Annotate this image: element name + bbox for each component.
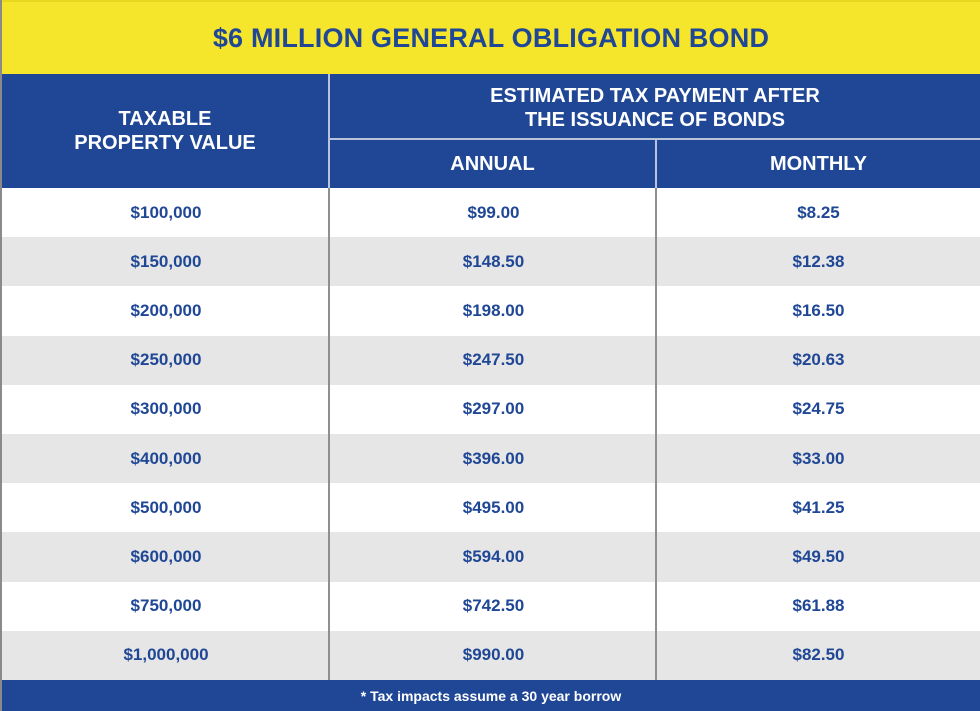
cell-property-value: $400,000	[130, 448, 202, 468]
cell-property-value: $600,000	[130, 546, 202, 566]
header-monthly: MONTHLY	[657, 140, 980, 188]
header-property-line2: PROPERTY VALUE	[74, 132, 256, 154]
cell-annual: $247.50	[462, 350, 525, 370]
header-estimated-payment: ESTIMATED TAX PAYMENT AFTER THE ISSUANCE…	[330, 74, 980, 138]
cell-annual: $742.50	[462, 596, 525, 616]
cell-annual: $148.50	[462, 251, 525, 271]
column-divider-2	[655, 188, 657, 680]
header-divider-annual-monthly	[655, 140, 657, 188]
table-row: $250,000 $247.50 $20.63	[2, 335, 980, 385]
cell-property-value: $750,000	[130, 596, 202, 616]
table-row: $300,000 $297.00 $24.75	[2, 384, 980, 434]
cell-monthly: $8.25	[797, 202, 840, 222]
header-annual-label: ANNUAL	[450, 152, 535, 175]
cell-property-value: $250,000	[130, 350, 202, 370]
table-row: $750,000 $742.50 $61.88	[2, 581, 980, 631]
cell-annual: $198.00	[462, 300, 525, 320]
header-monthly-label: MONTHLY	[769, 152, 868, 175]
table-row: $400,000 $396.00 $33.00	[2, 433, 980, 484]
cell-monthly: $16.50	[792, 300, 845, 320]
table-row: $150,000 $148.50 $12.38	[2, 237, 980, 287]
header-property-line1: TAXABLE	[118, 108, 212, 130]
footnote-text: * Tax impacts assume a 30 year borrow	[360, 687, 622, 704]
header-estimate-line1: ESTIMATED TAX PAYMENT AFTER	[490, 85, 820, 107]
header-annual: ANNUAL	[330, 140, 655, 188]
cell-annual: $990.00	[462, 645, 525, 665]
cell-property-value: $200,000	[130, 300, 202, 320]
table-row: $1,000,000 $990.00 $82.50	[2, 630, 980, 680]
cell-monthly: $82.50	[792, 645, 845, 665]
cell-monthly: $20.63	[792, 350, 845, 370]
cell-monthly: $12.38	[792, 251, 845, 271]
cell-monthly: $61.88	[792, 596, 845, 616]
cell-property-value: $100,000	[130, 202, 202, 222]
cell-monthly: $41.25	[792, 497, 845, 517]
footnote-bar: * Tax impacts assume a 30 year borrow	[2, 680, 980, 711]
table-row: $200,000 $198.00 $16.50	[2, 286, 980, 336]
cell-property-value: $150,000	[130, 251, 202, 271]
cell-monthly: $49.50	[792, 546, 845, 566]
header-property-value: TAXABLE PROPERTY VALUE	[2, 74, 328, 188]
title-banner: $6 MILLION GENERAL OBLIGATION BOND	[2, 0, 980, 74]
column-divider-1	[328, 188, 330, 680]
table-row: $600,000 $594.00 $49.50	[2, 532, 980, 582]
table-row: $500,000 $495.00 $41.25	[2, 483, 980, 533]
header-divider-vertical	[328, 74, 330, 188]
cell-annual: $396.00	[462, 448, 525, 468]
cell-annual: $297.00	[462, 399, 525, 419]
cell-property-value: $500,000	[130, 497, 202, 517]
cell-monthly: $33.00	[792, 448, 845, 468]
cell-monthly: $24.75	[792, 399, 845, 419]
cell-annual: $495.00	[462, 497, 525, 517]
cell-property-value: $300,000	[130, 399, 202, 419]
header-divider-horizontal	[330, 138, 980, 140]
table-title: $6 MILLION GENERAL OBLIGATION BOND	[212, 22, 770, 53]
cell-annual: $99.00	[467, 202, 520, 222]
table-row: $100,000 $99.00 $8.25	[2, 188, 980, 238]
cell-property-value: $1,000,000	[123, 645, 209, 665]
table-body: $100,000 $99.00 $8.25 $150,000 $148.50 $12.38…	[2, 188, 980, 680]
header-estimate-line2: THE ISSUANCE OF BONDS	[524, 109, 785, 131]
cell-annual: $594.00	[462, 546, 525, 566]
